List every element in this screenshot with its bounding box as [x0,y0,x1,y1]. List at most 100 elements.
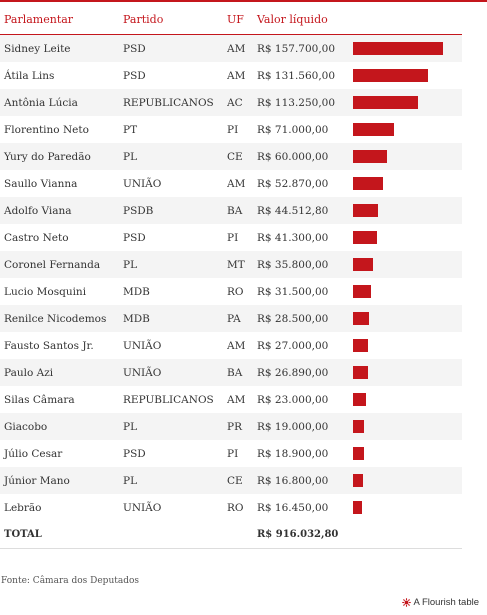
bar-track [353,447,453,460]
bar-track [353,393,453,406]
table-row: Fausto Santos Jr. UNIÃO AM R$ 27.000,00 [0,332,462,359]
total-empty-party [123,521,227,549]
cell-value: R$ 35.800,00 [257,251,353,278]
bar-track [353,69,453,82]
cell-bar [353,89,462,116]
bar-track [353,123,453,136]
cell-party: UNIÃO [123,359,227,386]
value-bar [353,393,366,406]
column-header-party[interactable]: Partido [123,4,227,35]
cell-value: R$ 52.870,00 [257,170,353,197]
cell-uf: BA [227,359,257,386]
cell-party: PSD [123,62,227,89]
cell-uf: PI [227,116,257,143]
cell-bar [353,197,462,224]
cell-name: Saullo Vianna [0,170,123,197]
cell-uf: PI [227,440,257,467]
column-header-value[interactable]: Valor líquido [257,4,353,35]
cell-party: UNIÃO [123,170,227,197]
cell-party: PL [123,143,227,170]
column-header-uf[interactable]: UF [227,4,257,35]
cell-bar [353,305,462,332]
table-row: Yury do Paredão PL CE R$ 60.000,00 [0,143,462,170]
source-note: Fonte: Câmara dos Deputados [1,576,140,586]
cell-name: Fausto Santos Jr. [0,332,123,359]
value-bar [353,339,368,352]
data-table-container: Parlamentar Partido UF Valor líquido Sid… [0,4,462,549]
flourish-credit[interactable]: A Flourish table [401,597,479,608]
cell-name: Lebrão [0,494,123,521]
table-row: Lebrão UNIÃO RO R$ 16.450,00 [0,494,462,521]
cell-bar [353,332,462,359]
cell-name: Castro Neto [0,224,123,251]
cell-name: Sidney Leite [0,34,123,62]
value-bar [353,501,362,514]
flourish-logo-icon [401,598,411,607]
cell-uf: AM [227,34,257,62]
cell-name: Átila Lins [0,62,123,89]
cell-party: PT [123,116,227,143]
value-bar [353,204,378,217]
bar-track [353,42,453,55]
bar-track [353,150,453,163]
table-row: Florentino Neto PT PI R$ 71.000,00 [0,116,462,143]
value-bar [353,285,371,298]
cell-bar [353,34,462,62]
cell-name: Júlio Cesar [0,440,123,467]
table-row: Saullo Vianna UNIÃO AM R$ 52.870,00 [0,170,462,197]
cell-value: R$ 26.890,00 [257,359,353,386]
cell-party: MDB [123,278,227,305]
flourish-credit-label: A Flourish table [413,597,479,608]
cell-uf: RO [227,278,257,305]
value-bar [353,447,364,460]
cell-value: R$ 113.250,00 [257,89,353,116]
cell-name: Lucio Mosquini [0,278,123,305]
column-header-bar [353,4,462,35]
cell-bar [353,224,462,251]
cell-uf: PA [227,305,257,332]
cell-uf: PR [227,413,257,440]
cell-value: R$ 41.300,00 [257,224,353,251]
table-row: Lucio Mosquini MDB RO R$ 31.500,00 [0,278,462,305]
cell-value: R$ 31.500,00 [257,278,353,305]
bar-track [353,366,453,379]
cell-uf: CE [227,467,257,494]
table-row: Renilce Nicodemos MDB PA R$ 28.500,00 [0,305,462,332]
cell-bar [353,467,462,494]
value-bar [353,42,443,55]
cell-bar [353,359,462,386]
value-bar [353,366,368,379]
total-empty-bar [353,521,462,549]
data-table: Parlamentar Partido UF Valor líquido Sid… [0,4,462,549]
table-row: Silas Câmara REPUBLICANOS AM R$ 23.000,00 [0,386,462,413]
cell-value: R$ 23.000,00 [257,386,353,413]
column-header-name[interactable]: Parlamentar [0,4,123,35]
value-bar [353,96,418,109]
table-row: Adolfo Viana PSDB BA R$ 44.512,80 [0,197,462,224]
cell-uf: PI [227,224,257,251]
cell-name: Júnior Mano [0,467,123,494]
cell-party: PSDB [123,197,227,224]
cell-value: R$ 19.000,00 [257,413,353,440]
cell-party: PL [123,467,227,494]
bar-track [353,474,453,487]
bar-track [353,258,453,271]
cell-name: Giacobo [0,413,123,440]
bar-track [353,312,453,325]
value-bar [353,258,373,271]
cell-bar [353,494,462,521]
cell-value: R$ 28.500,00 [257,305,353,332]
cell-uf: AM [227,386,257,413]
bar-track [353,204,453,217]
cell-uf: AC [227,89,257,116]
cell-uf: RO [227,494,257,521]
value-bar [353,420,364,433]
table-row: Sidney Leite PSD AM R$ 157.700,00 [0,34,462,62]
cell-party: PSD [123,34,227,62]
cell-bar [353,278,462,305]
cell-uf: BA [227,197,257,224]
cell-value: R$ 60.000,00 [257,143,353,170]
cell-value: R$ 27.000,00 [257,332,353,359]
table-row: Paulo Azi UNIÃO BA R$ 26.890,00 [0,359,462,386]
bar-track [353,177,453,190]
